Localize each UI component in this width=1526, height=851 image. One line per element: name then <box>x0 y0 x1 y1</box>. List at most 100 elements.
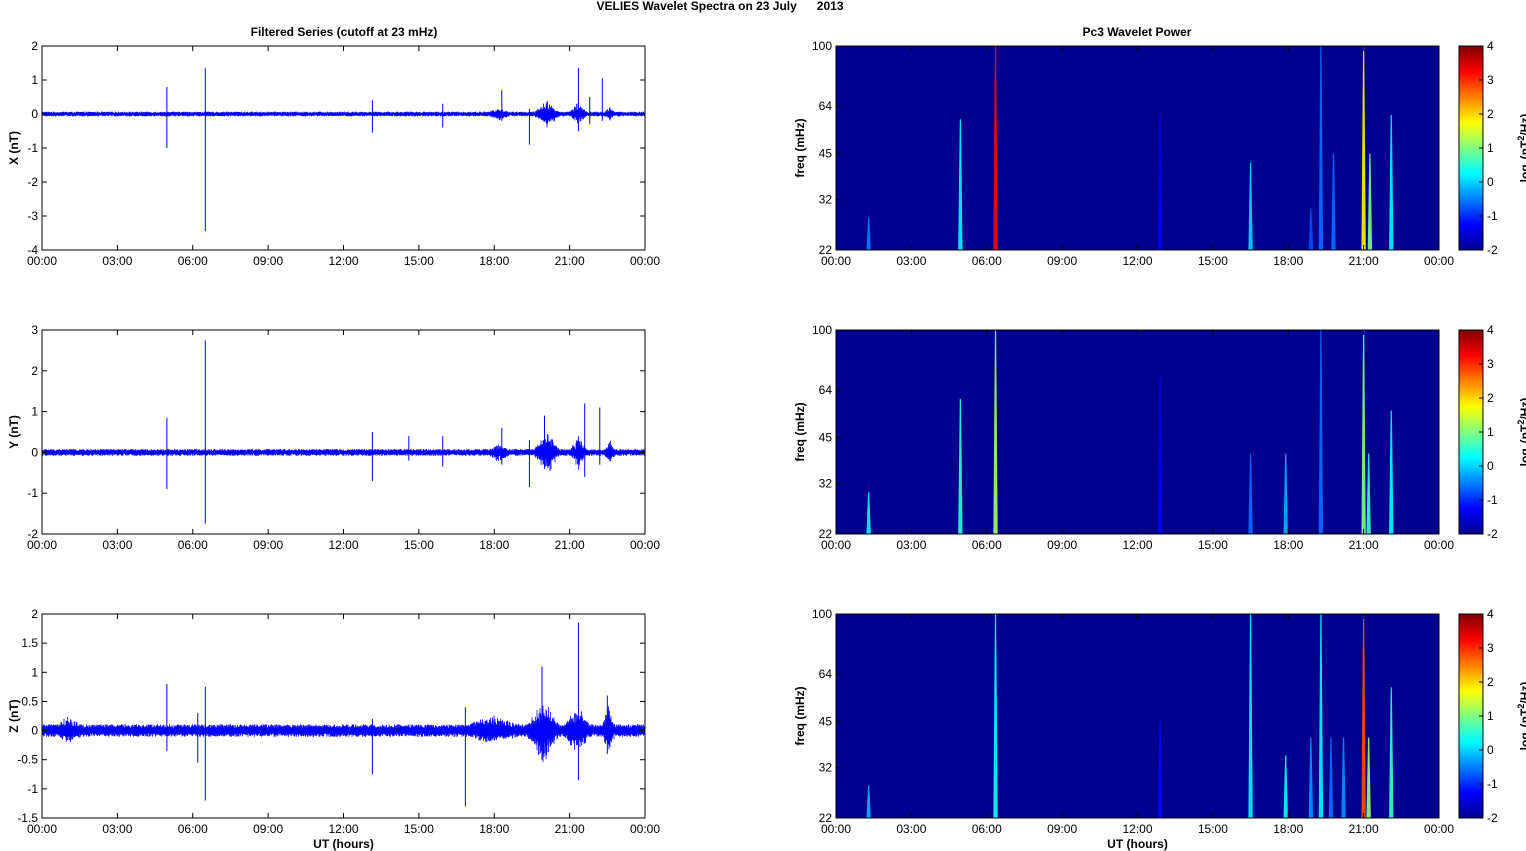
x-tick-label: 18:00 <box>1273 254 1303 268</box>
power-streak <box>1157 721 1163 818</box>
y-tick-label: 100 <box>812 323 832 337</box>
y-tick-label: 2 <box>31 364 38 378</box>
x-tick-label: 03:00 <box>102 254 132 268</box>
power-streak <box>1361 614 1366 818</box>
x-tick-label: 12:00 <box>1122 822 1152 836</box>
plot-area <box>42 614 645 818</box>
x-tick-label: 00:00 <box>1424 822 1454 836</box>
y-tick-label: 45 <box>819 715 833 729</box>
x-tick-label: 09:00 <box>1047 822 1077 836</box>
colorbar-label-part: log <box>1518 164 1526 182</box>
y-tick-label: 45 <box>819 147 833 161</box>
x-tick-label: 15:00 <box>404 538 434 552</box>
power-streak <box>1367 153 1373 250</box>
colorbar-tick-label: 4 <box>1487 607 1494 621</box>
x-tick-label: 12:00 <box>328 822 358 836</box>
y-tick-label: 22 <box>819 527 833 541</box>
y-tick-label: 32 <box>819 761 833 775</box>
power-streak <box>1361 46 1366 250</box>
colorbar-tick-label: 1 <box>1487 709 1494 723</box>
colorbar-label-part: /Hz) <box>1518 114 1526 136</box>
x-tick-label: 09:00 <box>253 822 283 836</box>
figure-title: VELIES Wavelet Spectra on 23 July 2013 <box>596 0 844 13</box>
x-tick-label: 03:00 <box>896 538 926 552</box>
filtered-panel-filtered-z: -1.5 -1 -0.5 0 0.5 1 1.5 2 Z (nT) 00:00 03:00 06:00… <box>7 607 660 851</box>
y-tick-label: 64 <box>819 667 833 681</box>
x-tick-label: 06:00 <box>178 254 208 268</box>
y-tick-label: -1.5 <box>17 811 38 825</box>
colorbar-tick-label: 3 <box>1487 357 1494 371</box>
colorbar-label-part: 2 <box>1516 136 1526 141</box>
left-column-title: Filtered Series (cutoff at 23 mHz) <box>251 25 438 39</box>
y-tick-label: 22 <box>819 811 833 825</box>
power-background <box>836 46 1439 250</box>
y-tick-label: 3 <box>31 323 38 337</box>
x-tick-label: 00:00 <box>1424 538 1454 552</box>
x-tick-label: 00:00 <box>821 822 851 836</box>
colorbar-tick-label: -2 <box>1487 527 1498 541</box>
y-tick-label: -3 <box>27 209 38 223</box>
x-tick-label: 18:00 <box>479 822 509 836</box>
y-tick-label: 2 <box>31 607 38 621</box>
x-axis-label: UT (hours) <box>1107 837 1168 851</box>
right-column-title: Pc3 Wavelet Power <box>1083 25 1192 39</box>
colorbar-tick-label: -2 <box>1487 243 1498 257</box>
y-axis-label: freq (mHz) <box>793 686 807 745</box>
colorbar-tick-label: 3 <box>1487 73 1494 87</box>
y-tick-label: 64 <box>819 383 833 397</box>
x-tick-label: 00:00 <box>27 822 57 836</box>
y-tick-label: 22 <box>819 243 833 257</box>
y-tick-label: 2 <box>31 39 38 53</box>
power-streak <box>866 217 871 250</box>
y-tick-label: 1.5 <box>21 636 38 650</box>
y-axis-label: freq (mHz) <box>793 118 807 177</box>
filtered-panel-filtered-y: -2 -1 0 1 2 3 Y (nT) 00:00 03:00 06:00 09:00 12:00 1… <box>7 323 660 552</box>
power-streak <box>993 614 998 818</box>
power-streak <box>1341 737 1346 818</box>
y-tick-label: 1 <box>31 665 38 679</box>
power-streak <box>1389 687 1394 818</box>
filtered-panel-filtered-x: -4 -3 -2 -1 0 1 2 X (nT) 00:00 03:00 06:00 09:00 12:… <box>7 39 660 268</box>
x-tick-label: 12:00 <box>328 538 358 552</box>
y-tick-label: -2 <box>27 175 38 189</box>
power-background <box>836 614 1439 818</box>
colorbar-tick-label: 4 <box>1487 39 1494 53</box>
x-tick-label: 00:00 <box>630 822 660 836</box>
x-tick-label: 09:00 <box>1047 538 1077 552</box>
x-tick-label: 09:00 <box>1047 254 1077 268</box>
x-tick-label: 09:00 <box>253 254 283 268</box>
x-tick-label: 21:00 <box>555 822 585 836</box>
y-tick-label: -1 <box>27 141 38 155</box>
y-tick-label: 1 <box>31 405 38 419</box>
plot-area <box>42 46 645 250</box>
power-streak <box>1157 378 1163 534</box>
colorbar-tick-label: -2 <box>1487 811 1498 825</box>
x-tick-label: 06:00 <box>972 538 1002 552</box>
panels: -4 -3 -2 -1 0 1 2 X (nT) 00:00 03:00 06:00 09:00 12:… <box>7 39 1526 851</box>
x-tick-label: 15:00 <box>1198 254 1228 268</box>
x-tick-label: 21:00 <box>555 538 585 552</box>
y-tick-label: 32 <box>819 477 833 491</box>
power-streak <box>1328 737 1334 818</box>
x-tick-label: 21:00 <box>1349 538 1379 552</box>
power-streak <box>1366 737 1371 818</box>
colorbar-label: log2(nT2/Hz) <box>1516 682 1526 751</box>
power-streak <box>1331 153 1336 250</box>
power-streak <box>866 492 871 534</box>
y-tick-label: -2 <box>27 527 38 541</box>
x-tick-label: 18:00 <box>1273 822 1303 836</box>
x-tick-label: 06:00 <box>178 538 208 552</box>
power-streak <box>1389 410 1394 534</box>
x-tick-label: 06:00 <box>972 822 1002 836</box>
colorbar-tick-label: 1 <box>1487 141 1494 155</box>
x-tick-label: 03:00 <box>896 254 926 268</box>
x-tick-label: 15:00 <box>404 254 434 268</box>
x-tick-label: 12:00 <box>1122 538 1152 552</box>
y-tick-label: 0.5 <box>21 694 38 708</box>
power-streak <box>958 398 963 534</box>
x-tick-label: 21:00 <box>1349 822 1379 836</box>
